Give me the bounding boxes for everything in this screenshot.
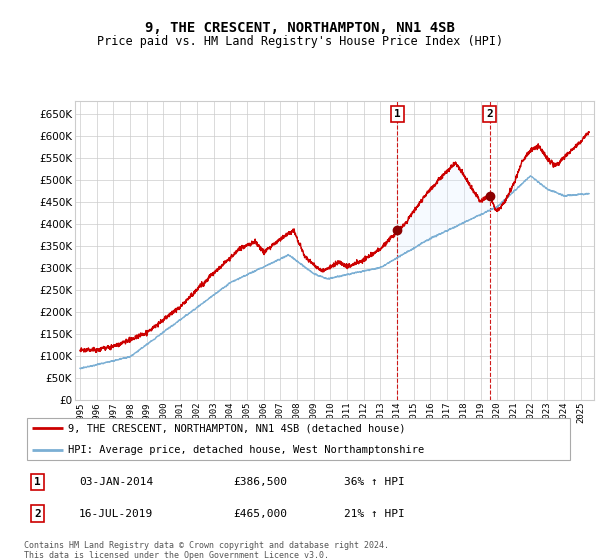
Text: £465,000: £465,000 xyxy=(234,508,288,519)
Text: HPI: Average price, detached house, West Northamptonshire: HPI: Average price, detached house, West… xyxy=(68,445,424,455)
Text: 1: 1 xyxy=(394,109,401,119)
Text: 9, THE CRESCENT, NORTHAMPTON, NN1 4SB (detached house): 9, THE CRESCENT, NORTHAMPTON, NN1 4SB (d… xyxy=(68,423,406,433)
Text: Contains HM Land Registry data © Crown copyright and database right 2024.
This d: Contains HM Land Registry data © Crown c… xyxy=(24,541,389,560)
Text: 21% ↑ HPI: 21% ↑ HPI xyxy=(344,508,405,519)
Text: 16-JUL-2019: 16-JUL-2019 xyxy=(79,508,154,519)
Text: 2: 2 xyxy=(486,109,493,119)
Text: 03-JAN-2014: 03-JAN-2014 xyxy=(79,477,154,487)
Text: £386,500: £386,500 xyxy=(234,477,288,487)
Text: Price paid vs. HM Land Registry's House Price Index (HPI): Price paid vs. HM Land Registry's House … xyxy=(97,35,503,48)
Text: 2: 2 xyxy=(34,508,41,519)
FancyBboxPatch shape xyxy=(27,418,571,460)
Text: 1: 1 xyxy=(34,477,41,487)
Text: 9, THE CRESCENT, NORTHAMPTON, NN1 4SB: 9, THE CRESCENT, NORTHAMPTON, NN1 4SB xyxy=(145,21,455,35)
Text: 36% ↑ HPI: 36% ↑ HPI xyxy=(344,477,405,487)
